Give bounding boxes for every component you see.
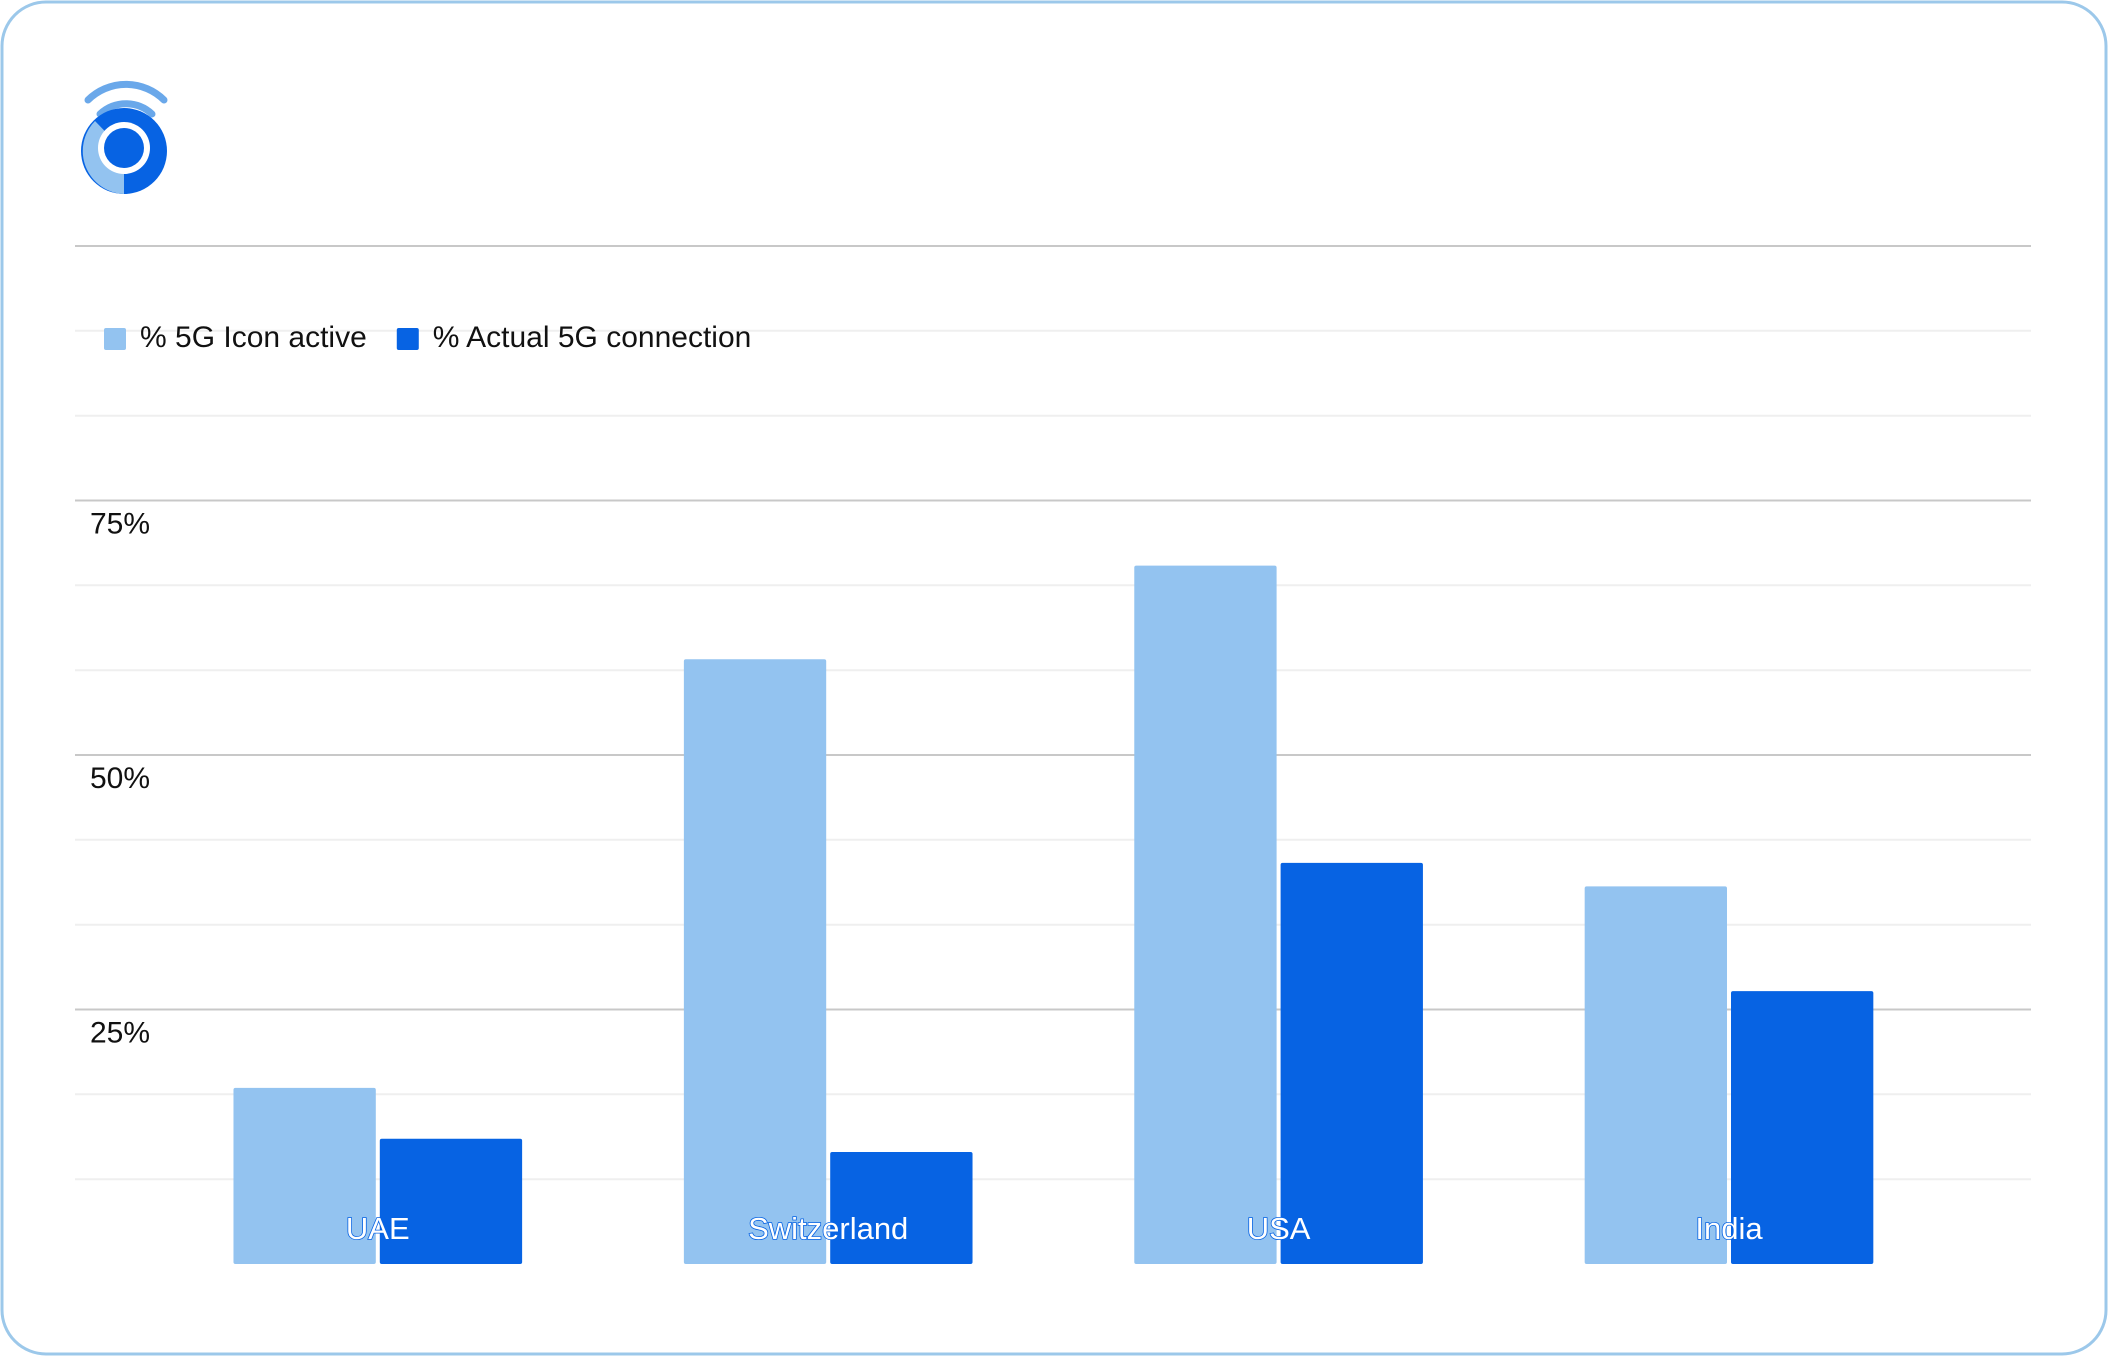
bar [1731,991,1874,1264]
bar [1584,886,1727,1264]
legend-label: % 5G Icon active [140,321,367,354]
x-tick-label: Switzerland [748,1211,908,1246]
x-tick-label: UAE [346,1211,410,1246]
bar [1134,565,1277,1264]
bar [683,659,827,1264]
legend-label: % Actual 5G connection [433,321,752,354]
x-tick-label: USA [1247,1211,1311,1246]
x-tick-label: India [1695,1211,1763,1246]
bar [379,1138,523,1264]
legend-swatch [104,328,126,350]
bar [830,1152,973,1264]
y-tick-label: 75% [90,507,150,540]
y-tick-label: 25% [90,1016,150,1049]
bar [233,1087,376,1264]
bar [1280,862,1423,1264]
logo [81,80,168,194]
legend-swatch [396,328,419,350]
y-tick-label: 50% [90,762,150,795]
